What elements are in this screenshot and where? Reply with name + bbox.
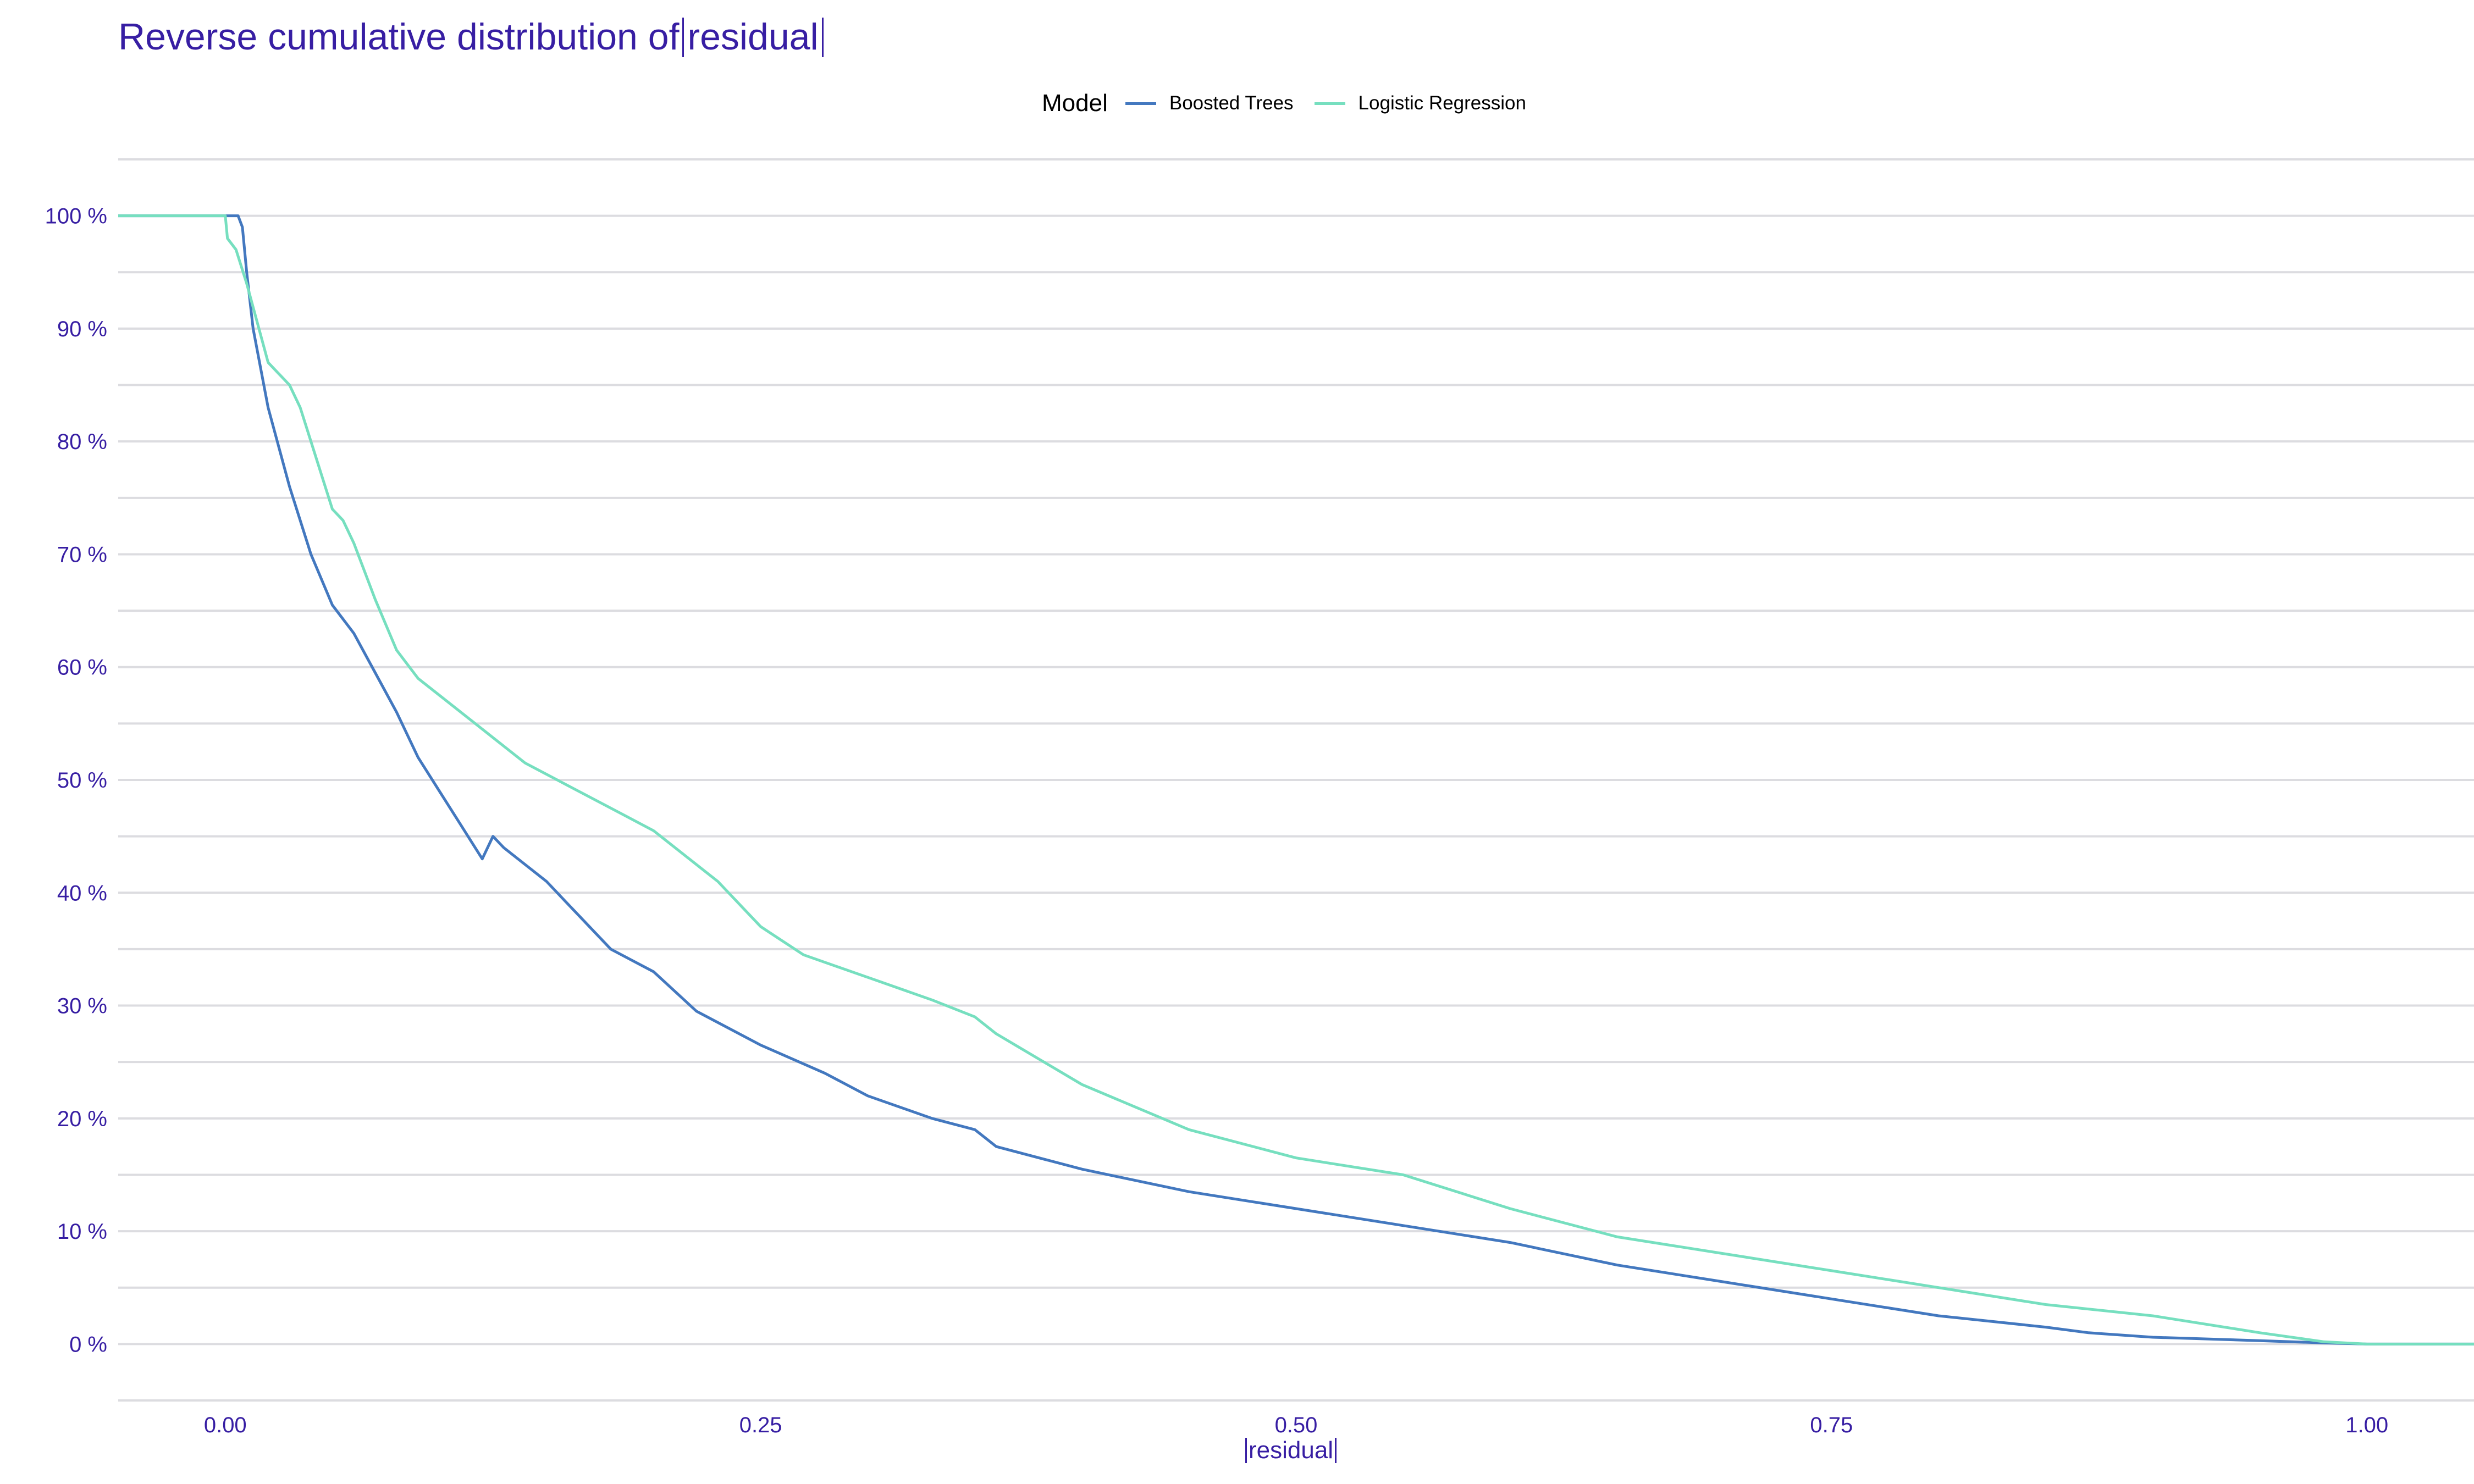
y-tick-label: 20 % — [57, 1107, 107, 1131]
series-line-boosted-trees — [118, 214, 2474, 1345]
legend-label: Boosted Trees — [1169, 92, 1294, 114]
x-tick-label: 0.75 — [1810, 1413, 1853, 1437]
y-tick-label: 90 % — [57, 317, 107, 341]
abs-bar-icon — [682, 18, 684, 57]
abs-bar-icon — [821, 18, 824, 57]
x-axis-ticks: 0.00 0.25 0.50 0.75 1.00 — [204, 1413, 2388, 1437]
x-axis-label-text: residual — [1249, 1437, 1334, 1464]
y-tick-label: 50 % — [57, 768, 107, 793]
abs-bar-icon — [1245, 1437, 1247, 1463]
y-tick-label: 60 % — [57, 656, 107, 680]
y-tick-label: 10 % — [57, 1220, 107, 1244]
grid-lines — [118, 158, 2474, 1402]
chart-title-prefix: Reverse cumulative distribution of — [118, 16, 680, 58]
chart-title: Reverse cumulative distribution of residu… — [118, 15, 827, 58]
abs-bar-icon — [1335, 1437, 1337, 1463]
legend-item-boosted-trees: Boosted Trees — [1125, 92, 1294, 114]
y-tick-label: 80 % — [57, 430, 107, 454]
x-tick-label: 1.00 — [2345, 1413, 2388, 1437]
legend-swatch — [1125, 102, 1156, 105]
chart-title-abs-text: residual — [687, 16, 819, 58]
y-tick-label: 40 % — [57, 881, 107, 905]
legend-title: Model — [1042, 90, 1108, 117]
series-lines — [118, 214, 2474, 1345]
series-line-logistic-regression — [118, 214, 2474, 1345]
legend-label: Logistic Regression — [1358, 92, 1526, 114]
y-tick-label: 30 % — [57, 994, 107, 1018]
y-tick-label: 70 % — [57, 542, 107, 567]
legend-item-logistic-regression: Logistic Regression — [1314, 92, 1526, 114]
y-axis-ticks: 0 % 10 % 20 % 30 % 40 % 50 % 60 % 70 % 80 % 90 % 1… — [45, 204, 107, 1357]
x-axis-label: residual — [1244, 1437, 1338, 1464]
x-tick-label: 0.25 — [739, 1413, 782, 1437]
y-tick-label: 100 % — [45, 204, 107, 229]
x-tick-label: 0.50 — [1275, 1413, 1318, 1437]
legend: Model Boosted Trees Logistic Regression — [1042, 87, 1547, 120]
legend-swatch — [1314, 102, 1345, 105]
x-tick-label: 0.00 — [204, 1413, 247, 1437]
y-tick-label: 0 % — [69, 1332, 107, 1356]
